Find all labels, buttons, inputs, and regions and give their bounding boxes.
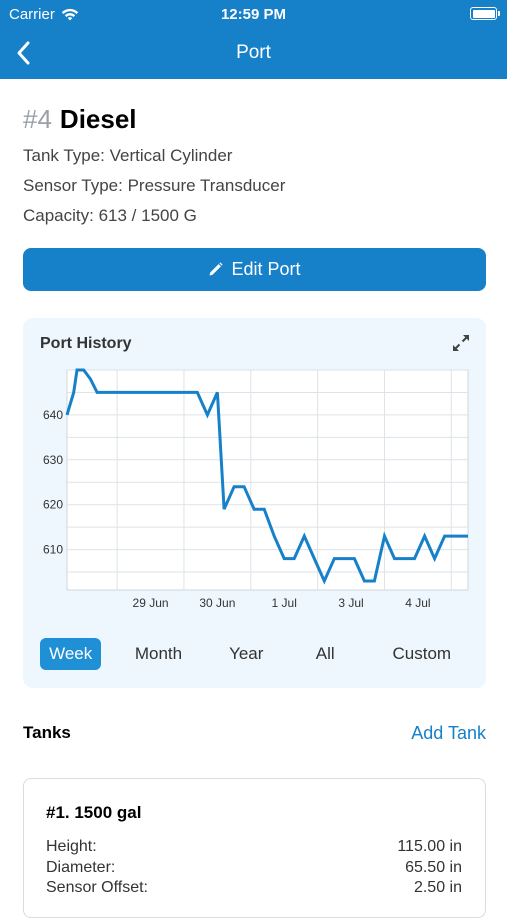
range-week[interactable]: Week — [40, 638, 102, 670]
tank-row-label: Sensor Offset: — [46, 879, 148, 896]
port-name: Diesel — [59, 104, 137, 134]
status-bar: Carrier 12:59 PM — [0, 0, 507, 28]
x-tick-label: 29 Jun — [133, 596, 169, 610]
tank-row-height: Height: 115.00 in — [46, 838, 462, 856]
edit-port-label: Edit Port — [231, 259, 301, 279]
tank-row-value: 65.50 in — [405, 859, 462, 876]
tank-row-label: Height: — [46, 838, 97, 855]
y-tick-label: 620 — [43, 498, 63, 512]
add-tank-button[interactable]: Add Tank — [411, 723, 486, 743]
carrier-indicator: Carrier — [9, 6, 79, 23]
carrier-label: Carrier — [9, 6, 55, 23]
tank-card[interactable]: #1. 1500 gal Height: 115.00 in Diameter:… — [23, 778, 486, 918]
range-all[interactable]: All — [315, 644, 335, 663]
range-selector: Week Month Year All Custom — [40, 638, 470, 670]
tank-row-value: 115.00 in — [397, 838, 462, 855]
y-tick-label: 610 — [43, 543, 63, 557]
y-tick-label: 630 — [43, 453, 63, 467]
range-month[interactable]: Month — [134, 644, 183, 663]
nav-bar: Port — [0, 28, 507, 79]
x-tick-label: 4 Jul — [405, 596, 430, 610]
range-year[interactable]: Year — [229, 644, 264, 663]
status-time: 12:59 PM — [220, 6, 287, 23]
nav-title: Port — [236, 42, 271, 63]
battery-icon — [470, 7, 500, 20]
tank-row-sensor-offset: Sensor Offset: 2.50 in — [46, 879, 462, 897]
back-chevron-icon[interactable] — [12, 40, 38, 66]
series-line — [65, 368, 468, 585]
x-tick-label: 30 Jun — [199, 596, 235, 610]
edit-port-button[interactable]: Edit Port — [23, 248, 486, 291]
tank-type-text: Tank Type: Vertical Cylinder — [23, 146, 233, 165]
pencil-icon — [209, 262, 224, 276]
chart-title: Port History — [40, 335, 132, 352]
port-history-chart: 610 620 630 640 29 Jun 30 Jun 1 Jul 3 Jul 4 Jul — [43, 368, 469, 610]
expand-icon[interactable] — [452, 334, 470, 352]
tank-row-diameter: Diameter: 65.50 in — [46, 859, 462, 877]
wifi-icon — [61, 8, 79, 21]
tanks-section-label: Tanks — [23, 723, 71, 742]
plot-area — [66, 369, 469, 591]
x-tick-label: 3 Jul — [338, 596, 363, 610]
port-history-card: Port History 610 620 630 640 29 Jun 30 Jun 1 J… — [23, 318, 486, 688]
y-tick-label: 640 — [43, 408, 63, 422]
sensor-type-text: Sensor Type: Pressure Transducer — [23, 176, 286, 195]
port-title: #4 Diesel — [23, 104, 137, 135]
range-custom[interactable]: Custom — [392, 644, 452, 663]
tank-row-value: 2.50 in — [413, 879, 462, 896]
x-tick-label: 1 Jul — [272, 596, 297, 610]
port-number: #4 — [23, 104, 52, 134]
capacity-text: Capacity: 613 / 1500 G — [23, 206, 197, 225]
tank-row-label: Diameter: — [46, 859, 116, 876]
tank-title: #1. 1500 gal — [46, 803, 142, 822]
